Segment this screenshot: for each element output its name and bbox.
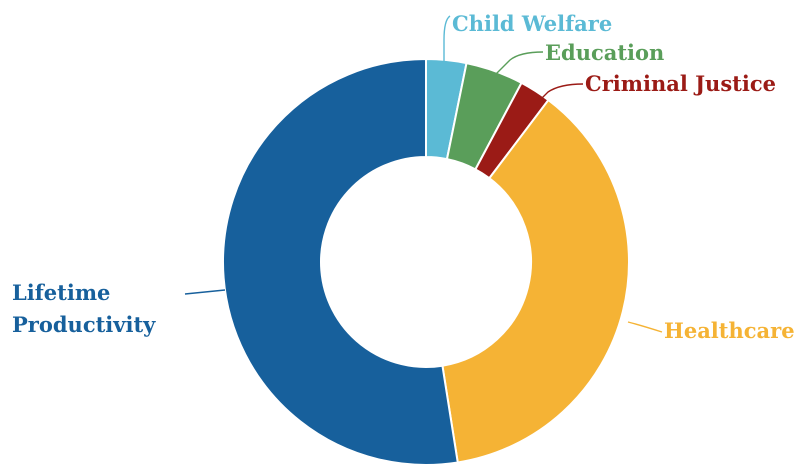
- leader-line-education: [493, 51, 544, 77]
- leader-line-healthcare: [627, 321, 663, 333]
- leader-line-lifetime-productivity: [184, 289, 226, 295]
- slice-healthcare: [441, 98, 630, 464]
- label-education: Education: [545, 40, 664, 65]
- donut-slices: [222, 57, 630, 466]
- label-lifetime-productivity-line-1: Lifetime: [12, 280, 110, 305]
- leader-lines: [184, 15, 663, 333]
- label-healthcare: Healthcare: [664, 318, 795, 343]
- label-criminal-justice: Criminal Justice: [585, 71, 776, 96]
- slice-labels: Child Welfare Education Criminal Justice He…: [12, 11, 795, 343]
- leader-line-child-welfare: [443, 15, 451, 62]
- label-lifetime-productivity-line-2: Productivity: [12, 312, 156, 337]
- label-child-welfare: Child Welfare: [452, 11, 612, 36]
- leader-line-criminal-justice: [539, 83, 584, 101]
- slice-lifetime-productivity: [222, 57, 459, 466]
